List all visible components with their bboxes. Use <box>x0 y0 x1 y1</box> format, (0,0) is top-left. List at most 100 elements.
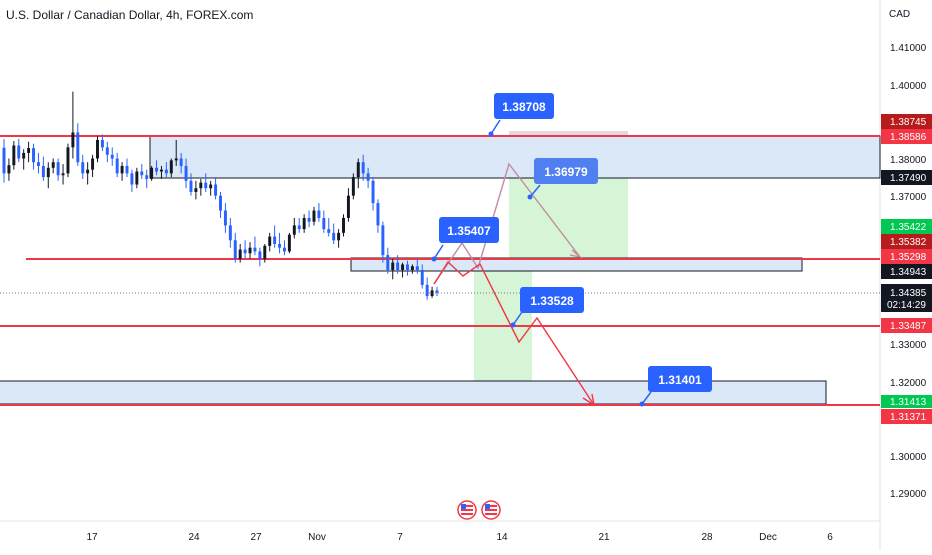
candle-body <box>174 158 178 161</box>
candle-body <box>27 148 31 153</box>
candle-body <box>415 266 419 270</box>
candle-body <box>430 290 434 297</box>
candle-body <box>209 184 213 189</box>
candle-body <box>219 195 222 211</box>
candle-body <box>327 229 331 233</box>
candle-body <box>282 247 286 252</box>
price-tag-bg <box>881 249 932 264</box>
y-tick-label: 1.29000 <box>890 489 927 500</box>
candle-body <box>376 203 380 226</box>
candle-body <box>258 251 262 259</box>
candle-body <box>278 243 282 248</box>
price-tag: 1.33487 <box>890 321 927 332</box>
callout-133528[interactable]: 1.33528 <box>510 287 585 328</box>
candle-body <box>41 165 45 178</box>
candle-body <box>32 148 35 163</box>
candle-body <box>169 160 173 174</box>
candle-body <box>435 290 439 293</box>
bullish-projection-arrowhead <box>569 249 583 259</box>
x-tick-label: 27 <box>250 532 262 543</box>
price-tag: 1.38745 <box>890 117 927 128</box>
candle-body <box>410 266 414 270</box>
bullish-projection-path[interactable] <box>433 162 581 285</box>
candle-body <box>346 195 350 218</box>
x-tick-label: 24 <box>188 532 200 543</box>
price-tags: 1.38745 1.38586 1.37490 1.35422 1.35382 … <box>881 114 932 424</box>
price-tag: 1.34943 <box>890 267 927 278</box>
candle-body <box>342 217 345 233</box>
candle-body <box>317 210 321 218</box>
bearish-projection-arrowhead <box>582 393 595 407</box>
candle-body <box>105 147 109 155</box>
candle-body <box>381 225 385 256</box>
candle-body <box>86 169 90 174</box>
candle-body <box>96 139 99 159</box>
x-tick-label: 28 <box>701 532 713 543</box>
candle-body <box>420 270 424 285</box>
x-tick-label: 7 <box>397 532 403 543</box>
countdown-timer: 02:14:29 <box>887 300 926 311</box>
x-tick-label: Dec <box>759 532 777 543</box>
candle-body <box>287 234 291 252</box>
candle-body <box>56 162 60 176</box>
candle-body <box>12 145 16 166</box>
candle-body <box>302 217 306 230</box>
candle-body <box>337 232 341 241</box>
candle-body <box>351 177 355 196</box>
price-tag-bg <box>881 170 932 185</box>
us-event-flag-icon[interactable] <box>457 500 477 520</box>
y-axis: 1.41000 1.40000 1.38000 1.37000 1.33000 … <box>890 43 927 500</box>
candle-body <box>150 167 154 179</box>
candle-body <box>100 139 104 148</box>
candle-body <box>22 152 26 159</box>
candle-body <box>366 173 370 181</box>
candle-body <box>396 262 400 270</box>
candle-body <box>248 247 252 254</box>
candle-body <box>214 184 218 196</box>
y-tick-label: 1.37000 <box>890 192 927 203</box>
x-tick-label: 14 <box>496 532 508 543</box>
candle-body <box>406 264 409 270</box>
candle-body <box>125 165 129 174</box>
candle-body <box>189 180 193 192</box>
candle-body <box>194 188 198 192</box>
callout-135407[interactable]: 1.35407 <box>431 217 500 262</box>
candle-body <box>164 169 168 174</box>
price-tag-bg <box>881 318 932 333</box>
candle-body <box>46 167 50 178</box>
y-tick-label: 1.38000 <box>890 155 927 166</box>
x-axis: 17 24 27 Nov 7 14 21 28 Dec 6 <box>86 532 833 543</box>
candle-body <box>145 175 149 179</box>
candle-body <box>243 249 247 254</box>
y-tick-label: 1.30000 <box>890 452 927 463</box>
us-event-flag-icon[interactable] <box>481 500 501 520</box>
short-zone-target <box>509 174 628 258</box>
callout-136979[interactable]: 1.36979 <box>527 158 599 200</box>
chart-title: U.S. Dollar / Canadian Dollar, 4h, FOREX… <box>6 8 253 22</box>
candle-body <box>312 210 316 222</box>
candle-body <box>263 245 267 259</box>
candle-body <box>120 165 124 174</box>
candle-body <box>2 147 6 174</box>
candle-body <box>140 171 144 176</box>
candle-body <box>292 225 296 235</box>
price-tag-bg <box>881 234 932 249</box>
candle-body <box>273 236 277 244</box>
price-tag-bg <box>881 409 932 424</box>
bearish-projection-path[interactable] <box>433 260 595 406</box>
candle-body <box>332 232 336 241</box>
callout-131401[interactable]: 1.31401 <box>639 366 713 407</box>
candle-body <box>199 182 203 189</box>
candle-body <box>51 162 55 168</box>
candle-body <box>66 147 70 174</box>
y-tick-label: 1.32000 <box>890 378 927 389</box>
callout-138708[interactable]: 1.38708 <box>488 93 555 137</box>
x-tick-label: Nov <box>308 532 326 543</box>
candle-body <box>91 158 95 170</box>
price-tag: 1.31371 <box>890 412 927 423</box>
price-tag-bg <box>881 395 932 408</box>
candle-body <box>297 225 301 230</box>
candle-body <box>115 158 119 174</box>
